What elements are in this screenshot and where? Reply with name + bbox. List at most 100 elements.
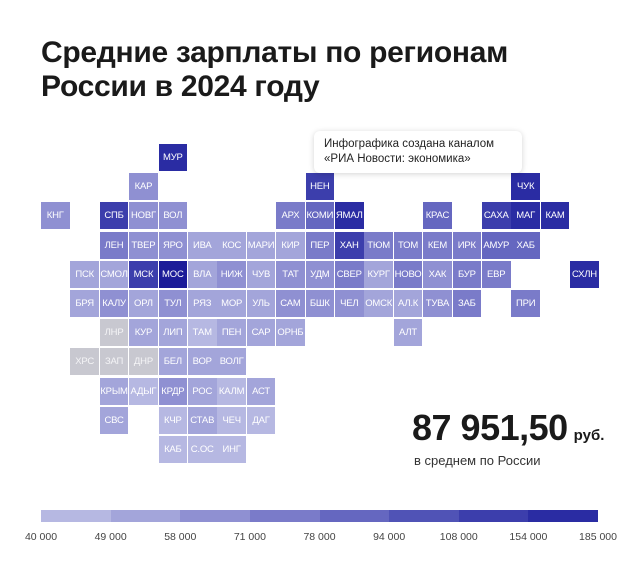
region-tile: КИР [276, 231, 305, 259]
region-tile: ТЮМ [364, 231, 393, 259]
region-tile: МАРИ [246, 231, 276, 259]
region-tile: ОРНБ [276, 319, 305, 347]
region-tile: НЕН [305, 173, 335, 201]
region-tile: РОС [188, 377, 217, 405]
region-tile: СВЕР [335, 260, 364, 288]
region-tile: ОРЛ [129, 290, 158, 317]
region-tile: ЗАБ [452, 290, 482, 317]
color-scale-segment [528, 510, 598, 522]
region-tile: ВЛА [188, 260, 217, 288]
color-scale-tick-label: 108 000 [439, 531, 478, 543]
region-tile: ДНР [129, 348, 158, 376]
color-scale-bar [41, 510, 598, 522]
color-scale-segment [458, 510, 529, 522]
region-tile: КЕМ [423, 231, 452, 259]
region-tile: ПЕН [217, 319, 246, 347]
color-scale-tick-label: 49 000 [94, 531, 127, 543]
region-tile: БШК [305, 290, 335, 317]
page-title: Средние зарплаты по регионам России в 20… [41, 36, 508, 103]
color-scale-tick-label: 154 000 [509, 531, 548, 543]
region-tile: БУР [452, 260, 482, 288]
region-tile: ТОМ [393, 231, 423, 259]
region-tile: СХЛН [570, 260, 599, 288]
region-tile: ЗАП [99, 348, 129, 376]
region-tile: САР [246, 319, 276, 347]
region-tile: КАМ [540, 202, 570, 230]
region-tile: КАЛМ [217, 377, 246, 405]
region-tile: ТУЛ [158, 290, 188, 317]
region-tile: КРДР [158, 377, 188, 405]
source-note: Инфографика создана каналом «РИА Новости… [314, 131, 522, 173]
region-tile: САМ [276, 290, 305, 317]
region-tile: МОР [217, 290, 246, 317]
region-tile: ЯМАЛ [335, 202, 364, 230]
region-tile: АСТ [246, 377, 276, 405]
region-tile: ВОЛ [158, 202, 188, 230]
region-tile: ХРС [70, 348, 99, 376]
region-tile: КУР [129, 319, 158, 347]
region-tile: АЛ.К [393, 290, 423, 317]
region-tile: УЛЬ [246, 290, 276, 317]
region-tile: КЧР [158, 406, 188, 434]
region-tile: ВОЛГ [217, 348, 246, 376]
region-tile: ЕВР [482, 260, 511, 288]
region-tile: ЧУК [511, 173, 540, 201]
region-tile: С.ОС [188, 436, 217, 463]
color-scale-segment [41, 510, 111, 522]
color-scale-tick-label: 58 000 [164, 531, 197, 543]
region-tile: ИВА [188, 231, 217, 259]
region-tile: ТАТ [276, 260, 305, 288]
region-tile: ПСК [70, 260, 99, 288]
region-tile: УДМ [305, 260, 335, 288]
region-tile: КРЫМ [99, 377, 129, 405]
region-tile: БРЯ [70, 290, 99, 317]
region-tile: КОС [217, 231, 246, 259]
region-tile: РЯЗ [188, 290, 217, 317]
region-tile: АДЫГ [129, 377, 158, 405]
region-tile: КАБ [158, 436, 188, 463]
region-tile: ТУВА [423, 290, 452, 317]
average-salary-unit: руб. [573, 427, 605, 444]
region-tile: МАГ [511, 202, 540, 230]
color-scale-labels: 40 000 49 000 58 000 71 000 78 000 94 000 108 … [0, 531, 640, 545]
average-salary-caption: в среднем по России [414, 453, 541, 468]
region-tile: САХА [482, 202, 511, 230]
region-tile: МСК [129, 260, 158, 288]
region-tile: КУРГ [364, 260, 393, 288]
region-tile: ЧЕЛ [335, 290, 364, 317]
region-tile: СВС [99, 406, 129, 434]
average-salary-value: 87 951,50 [412, 407, 568, 448]
color-scale-tick-label: 94 000 [373, 531, 406, 543]
color-scale-tick-label: 185 000 [579, 531, 617, 543]
region-tile: ЯРО [158, 231, 188, 259]
region-tile: ТВЕР [129, 231, 158, 259]
region-tile: КАР [129, 173, 158, 201]
region-tile: ХАК [423, 260, 452, 288]
region-tile: ПРИ [511, 290, 540, 317]
region-tile: ДАГ [246, 406, 276, 434]
region-tile: АРХ [276, 202, 305, 230]
color-scale-segment [319, 510, 390, 522]
region-tile: КНГ [41, 202, 70, 230]
region-tile: ВОР [188, 348, 217, 376]
color-scale-segment [180, 510, 250, 522]
region-tile: НИЖ [217, 260, 246, 288]
region-tile: ХАБ [511, 231, 540, 259]
region-tile: КОМИ [305, 202, 335, 230]
color-scale-segment [110, 510, 181, 522]
region-tile: КАЛУ [99, 290, 129, 317]
average-salary: 87 951,50 руб. [412, 407, 604, 449]
region-tile: ОМСК [364, 290, 393, 317]
region-tile: ЛНР [99, 319, 129, 347]
region-tile: ЛЕН [99, 231, 129, 259]
region-tile: СТАВ [188, 406, 217, 434]
region-tile: ИНГ [217, 436, 246, 463]
color-scale-tick-label: 71 000 [233, 531, 266, 543]
region-tile: ИРК [452, 231, 482, 259]
region-tile: МУР [158, 144, 188, 171]
region-tile: ПЕР [305, 231, 335, 259]
region-tile: ЧЕЧ [217, 406, 246, 434]
region-tile: КРАС [423, 202, 452, 230]
color-scale-tick-label: 78 000 [303, 531, 336, 543]
